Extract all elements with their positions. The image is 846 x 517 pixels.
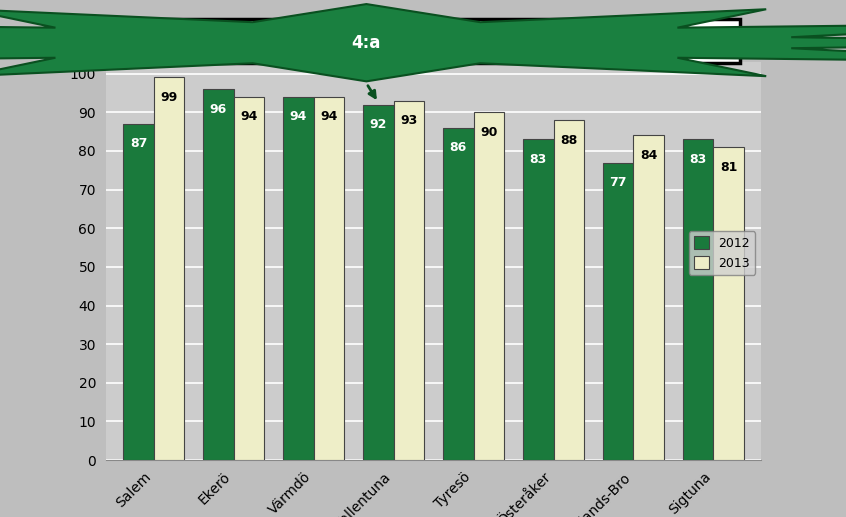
Text: 4:a: 4:a [352, 34, 381, 52]
Text: 94: 94 [290, 110, 307, 124]
Bar [203, 89, 233, 460]
Bar [233, 97, 264, 460]
Bar [634, 135, 664, 460]
Text: 99: 99 [160, 91, 178, 104]
Text: 88: 88 [560, 133, 577, 146]
Text: 84: 84 [640, 149, 657, 162]
Text: 77: 77 [609, 176, 627, 189]
Bar [683, 140, 713, 460]
Bar [443, 128, 474, 460]
Bar [603, 162, 634, 460]
Text: 81: 81 [720, 161, 738, 174]
Bar [523, 140, 553, 460]
Text: 96: 96 [210, 102, 227, 116]
Bar [474, 112, 504, 460]
Bar [283, 97, 314, 460]
Bar [393, 101, 424, 460]
Bar [553, 120, 584, 460]
Text: 90: 90 [480, 126, 497, 139]
Text: 93: 93 [400, 114, 417, 127]
Legend: 2012, 2013: 2012, 2013 [689, 232, 755, 275]
Text: 83: 83 [689, 153, 707, 166]
Text: 83: 83 [530, 153, 547, 166]
Bar [363, 104, 393, 460]
Text: 92: 92 [370, 118, 387, 131]
Text: 94: 94 [240, 110, 257, 124]
Bar [154, 78, 184, 460]
Text: 86: 86 [450, 141, 467, 154]
Text: 94: 94 [320, 110, 338, 124]
Polygon shape [0, 4, 846, 81]
Bar [124, 124, 154, 460]
Bar [713, 147, 744, 460]
Text: 87: 87 [129, 138, 147, 150]
Title: Nöjd Kund Index, Hemtjänst, 2012/2013: Nöjd Kund Index, Hemtjänst, 2012/2013 [136, 28, 731, 54]
Bar [314, 97, 344, 460]
